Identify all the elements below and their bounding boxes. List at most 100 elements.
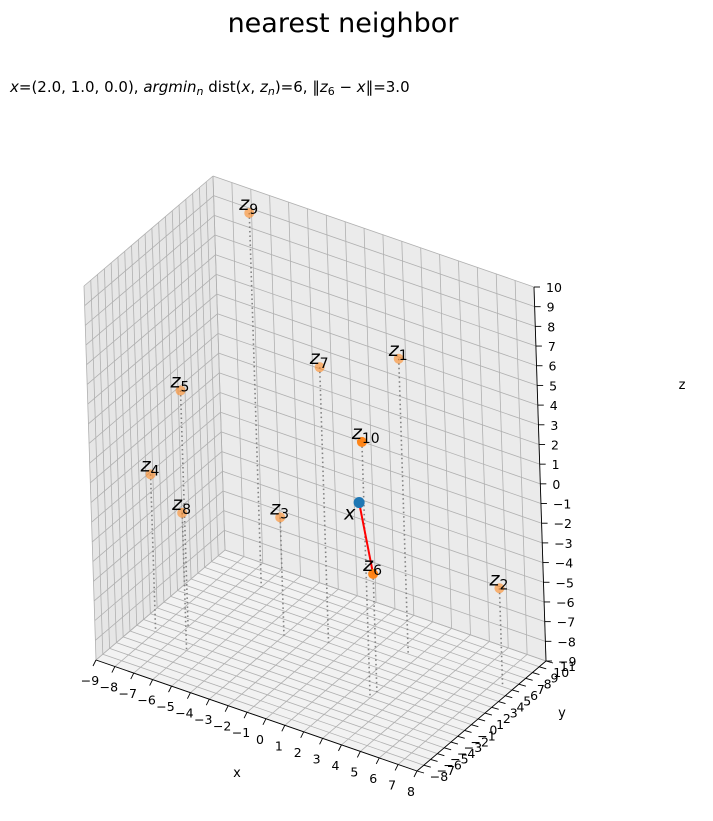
y-tick-label: 1 — [496, 717, 504, 732]
y-tick-label: 5 — [523, 694, 531, 709]
x-tick-mark — [187, 692, 191, 699]
point-z1 — [393, 353, 404, 364]
y-tick-label: −6 — [443, 757, 461, 772]
drop-line — [372, 573, 378, 693]
gridline-z-side — [86, 274, 217, 385]
z-axis-line — [533, 286, 547, 662]
gridline-y-floor — [116, 642, 438, 755]
gridline-x-back — [288, 202, 301, 577]
drop-line — [279, 517, 285, 636]
chart-title: nearest neighbor — [228, 8, 460, 39]
gridline-x-back — [325, 215, 339, 590]
gridline-z-side — [95, 530, 225, 641]
point-label-z1: z1 — [388, 339, 408, 364]
y-tick-mark — [437, 753, 445, 757]
gridline-y-side — [131, 245, 144, 620]
x-tick-mark — [224, 705, 229, 712]
x-tick-mark — [111, 666, 116, 673]
z-tick-label: 9 — [547, 300, 555, 315]
gridline-x-back — [344, 221, 358, 596]
gridline-x-back — [495, 273, 509, 648]
y-tick-mark — [464, 730, 472, 733]
gridline-y-floor — [177, 590, 499, 702]
gridline-z-back — [215, 254, 537, 367]
x-tick-mark — [413, 770, 418, 778]
point-label-z5: z5 — [170, 371, 190, 396]
y-tick-mark — [444, 747, 452, 751]
floor-pane — [96, 550, 546, 771]
gridline-z-side — [84, 195, 214, 306]
z-tick-label: −2 — [554, 516, 572, 531]
x-tick-label: −3 — [194, 712, 212, 727]
nearest-neighbor-line — [358, 502, 375, 575]
gridline-y-side — [110, 262, 124, 637]
z-tick-label: −3 — [554, 536, 572, 551]
gridline-y-floor — [123, 636, 445, 749]
gridline-z-side — [83, 175, 214, 287]
x-tick-label: 0 — [256, 732, 264, 747]
gridline-y-side — [158, 222, 172, 597]
gridline-y-floor — [211, 561, 533, 673]
y-tick-label: 9 — [550, 671, 558, 686]
gridline-x-back — [250, 189, 264, 564]
point-z8 — [177, 507, 188, 518]
gridline-z-back — [216, 274, 538, 386]
point-z10 — [356, 436, 367, 447]
y-tick-label: 7 — [537, 682, 545, 697]
gridline-x-floor — [341, 634, 471, 746]
gridline-y-side — [192, 193, 206, 568]
x-tick-label: −4 — [175, 706, 193, 721]
y-tick-mark — [491, 706, 499, 710]
z-tick-label: −8 — [557, 634, 575, 649]
gridline-z-side — [93, 490, 224, 602]
gridline-z-back — [224, 549, 547, 662]
gridline-z-side — [90, 392, 221, 503]
point-label-z4: z4 — [140, 454, 160, 479]
drop-line — [181, 512, 188, 651]
gridline-y-floor — [184, 584, 506, 697]
y-tick-mark — [430, 758, 438, 762]
x-tick-mark — [262, 718, 267, 725]
gridline-y-side — [151, 228, 165, 603]
z-tick-label: 4 — [550, 398, 558, 413]
gridline-y-side — [137, 239, 151, 614]
y-tick-mark — [423, 764, 431, 768]
gridline-z-back — [222, 490, 545, 603]
gridline-y-side — [144, 233, 158, 608]
x-tick-mark — [300, 731, 305, 739]
point-label-z10: z10 — [351, 422, 380, 447]
gridline-x-floor — [190, 582, 320, 693]
gridline-y-floor — [170, 595, 492, 708]
gridline-y-side — [117, 257, 131, 632]
gridline-z-side — [87, 293, 218, 405]
x-tick-label: −6 — [137, 693, 155, 708]
x-tick-mark — [338, 744, 342, 752]
y-tick-mark — [518, 683, 526, 687]
gridline-y-side — [97, 274, 110, 649]
gridline-y-side — [212, 175, 226, 551]
gridline-x-floor — [303, 621, 433, 733]
y-tick-label: 2 — [503, 711, 511, 726]
point-label-z8: z8 — [171, 493, 191, 518]
gridline-x-back — [401, 241, 415, 616]
y-tick-label: −8 — [430, 769, 448, 784]
y-tick-label: −2 — [471, 734, 489, 749]
gridline-z-side — [94, 510, 224, 621]
x-tick-label: −5 — [156, 699, 174, 714]
y-tick-mark — [525, 677, 533, 681]
gridline-z-back — [212, 175, 535, 288]
gridline-x-back — [420, 247, 434, 622]
x-tick-label: −2 — [213, 719, 231, 734]
gridline-z-side — [85, 215, 215, 326]
x-tick-mark — [149, 679, 154, 686]
gridline-x-floor — [360, 641, 490, 752]
y-tick-mark — [539, 666, 547, 670]
point-z2 — [494, 583, 505, 594]
back-pane — [213, 176, 546, 661]
point-label-z2: z2 — [488, 568, 508, 593]
gridline-z-side — [95, 549, 226, 661]
x-tick-label: −7 — [119, 686, 137, 701]
gridline-z-back — [219, 392, 542, 504]
gridline-x-floor — [397, 654, 528, 765]
y-tick-mark — [532, 672, 540, 676]
